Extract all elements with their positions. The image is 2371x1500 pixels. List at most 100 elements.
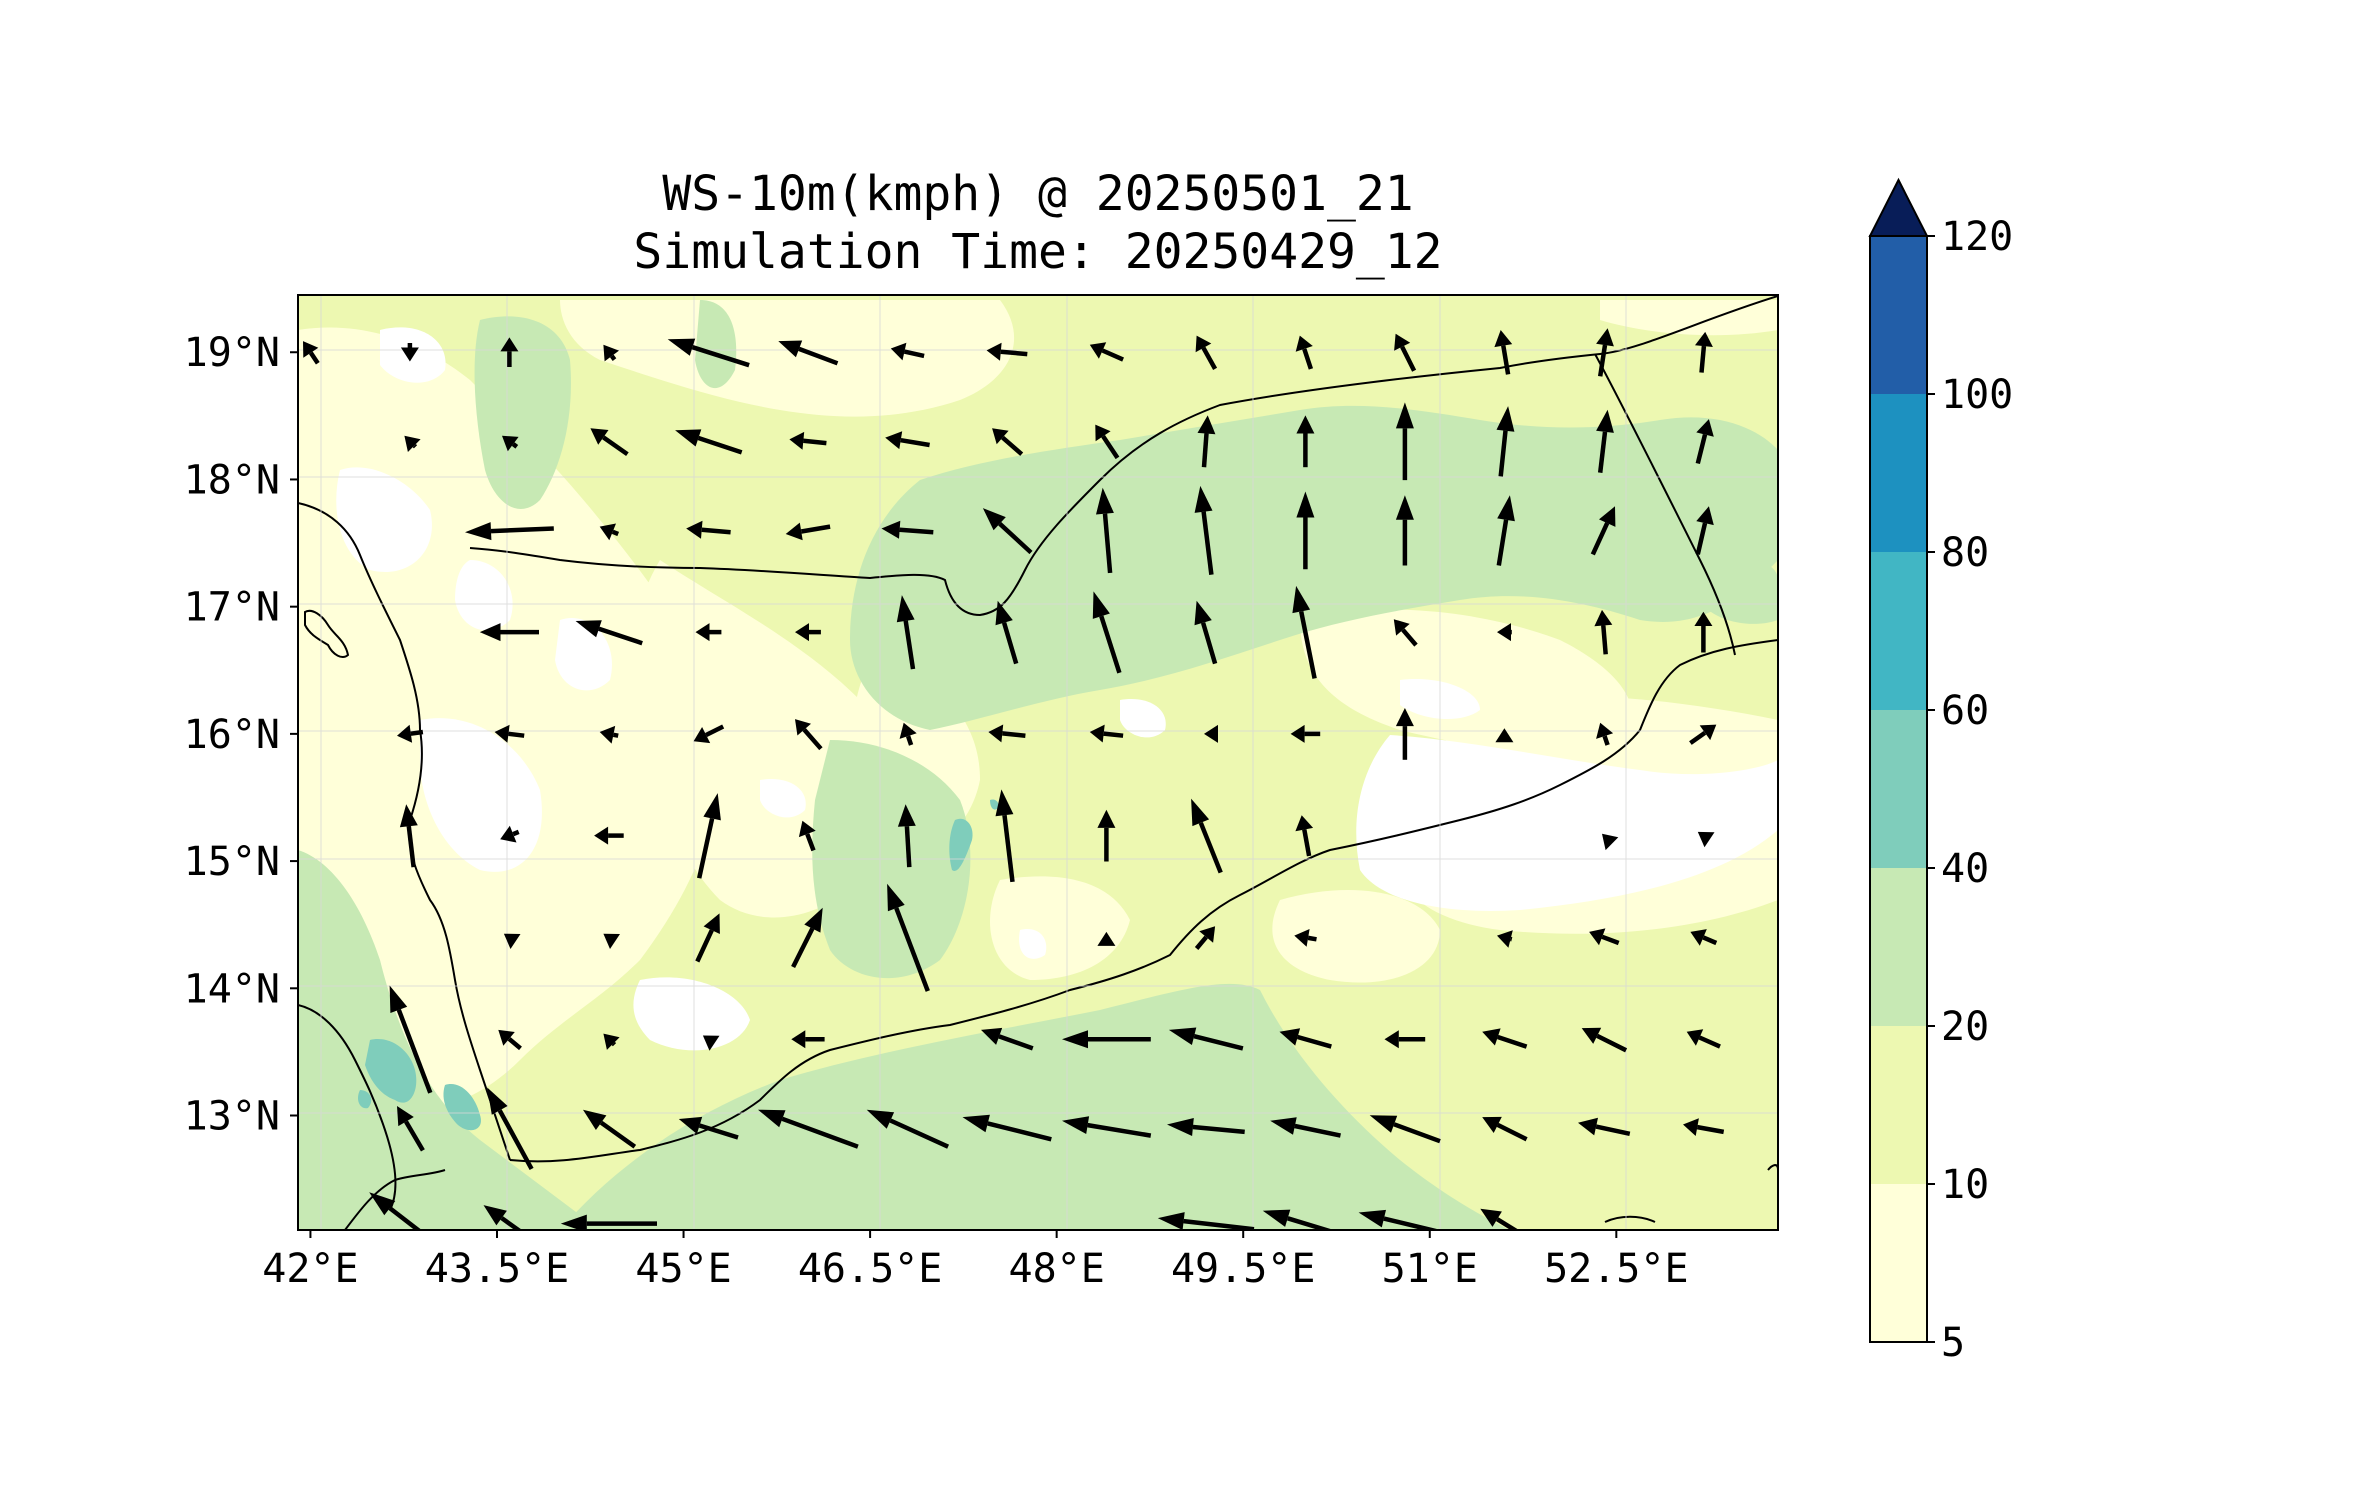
- wind-vector-arrow: [1097, 931, 1116, 946]
- wind-vector-arrow: [1602, 833, 1619, 851]
- colorbar-frame: [1869, 235, 1928, 1343]
- colorbar-segment: [1870, 1026, 1927, 1184]
- colorbar-extend-arrow: [1868, 177, 1929, 237]
- wind-vector-arrow: [583, 1109, 637, 1149]
- y-axis: 13°N 14°N 15°N 16°N 17°N 18°N 19°N: [184, 330, 298, 1140]
- wind-vector-arrow: [1395, 708, 1414, 760]
- wind-vector-arrow: [560, 1214, 657, 1230]
- wind-vector-arrow: [887, 883, 930, 992]
- wind-vector-arrow: [1578, 1117, 1631, 1137]
- wind-vector-arrow: [1496, 495, 1515, 566]
- colorbar-segment: [1870, 868, 1927, 1026]
- wind-vector-arrow: [500, 337, 519, 367]
- wind-vector-arrow: [1168, 1027, 1244, 1051]
- wind-vector-arrow: [791, 907, 823, 969]
- colorbar-segment: [1870, 394, 1927, 552]
- wind-vector-arrow: [1581, 1027, 1628, 1053]
- wind-vector-arrow: [1097, 809, 1116, 862]
- wind-vector-arrow: [995, 789, 1015, 883]
- colorbar-tick-label: 80: [1941, 530, 1989, 576]
- wind-vector-arrow: [1395, 402, 1414, 481]
- wind-vector-arrow: [678, 1116, 739, 1140]
- wind-vector-arrow: [897, 804, 916, 868]
- wind-vector-arrow: [1194, 926, 1216, 950]
- wind-vector-arrow: [686, 520, 731, 539]
- wind-vector-arrow: [1290, 724, 1321, 743]
- wind-vector-arrow: [1095, 424, 1120, 460]
- wind-vector-arrow: [789, 431, 827, 450]
- wind-vector-arrow: [1089, 724, 1124, 743]
- colorbar-tick-label: 20: [1941, 1004, 1989, 1050]
- colorbar-tick-label: 10: [1941, 1162, 1989, 1208]
- yemen-oman-border: [1594, 353, 1736, 656]
- wind-vector-arrow: [1596, 409, 1614, 473]
- wind-vector-arrow: [695, 913, 720, 963]
- y-tick-label: 19°N: [184, 330, 280, 376]
- x-tick-label: 43.5°E: [425, 1246, 570, 1292]
- wind-vector-arrow: [603, 344, 619, 362]
- wind-vector-arrow: [1695, 419, 1714, 465]
- wind-vector-arrow: [667, 338, 750, 368]
- x-axis: 42°E 43.5°E 45°E 46.5°E 48°E 49.5°E 51°E 52.5°E: [262, 1230, 1689, 1292]
- wind-vector-arrow: [1296, 491, 1315, 570]
- wind-vector-arrow: [785, 522, 831, 541]
- wind-vector-arrow: [1497, 623, 1512, 642]
- wind-vector-arrow: [1589, 928, 1620, 946]
- wind-vector-arrow: [890, 342, 925, 361]
- map-subtitle: Simulation Time: 20250429_12: [633, 224, 1442, 280]
- colorbar-segment: [1870, 552, 1927, 710]
- x-tick-label: 51°E: [1382, 1246, 1478, 1292]
- wind-vector-arrow: [397, 724, 424, 743]
- wind-vector-arrow: [675, 429, 743, 455]
- shading-5-10: [298, 300, 1778, 1108]
- wind-vector-arrow: [503, 933, 521, 949]
- wind-vector-arrow: [881, 520, 934, 539]
- colorbar-segment: [1870, 236, 1927, 394]
- wind-vector-arrow: [502, 435, 519, 452]
- wind-vector-arrow: [1394, 333, 1417, 372]
- colorbar: 5 10 20 40 60 80 100 120: [1868, 177, 2013, 1366]
- wind-vector-arrow: [795, 623, 821, 642]
- africa-coastline: [298, 1004, 397, 1211]
- wind-vector-arrow: [1695, 331, 1713, 373]
- wind-vector-arrow: [795, 719, 823, 751]
- wind-vector-arrow: [498, 1029, 522, 1051]
- socotra-outline: [1604, 1215, 1656, 1223]
- wind-vector-arrow: [758, 1109, 859, 1149]
- wind-vector-arrow: [1295, 335, 1314, 370]
- wind-vector-arrow: [1092, 591, 1122, 674]
- wind-vector-arrow: [594, 826, 624, 845]
- wind-vector-arrow: [866, 1109, 950, 1149]
- wind-vector-arrow: [693, 724, 725, 744]
- wind-vector-arrow: [1495, 728, 1514, 743]
- wind-vector-arrow: [1194, 485, 1214, 575]
- wind-vector-arrow: [1596, 328, 1614, 377]
- map-panel: [298, 295, 1778, 1230]
- wind-vector-arrow: [369, 1192, 422, 1230]
- wind-vector-arrow: [697, 793, 721, 879]
- colorbar-segment: [1870, 710, 1927, 868]
- wind-vector-arrow: [603, 933, 620, 949]
- wind-vector-arrow: [1062, 1030, 1151, 1049]
- wind-vector-arrow: [1204, 724, 1218, 743]
- wind-vector-arrow: [303, 341, 320, 365]
- x-tick-label: 48°E: [1008, 1246, 1104, 1292]
- island-outline: [304, 609, 350, 658]
- wind-vector-arrow: [899, 722, 917, 746]
- wind-vector-arrow: [1695, 506, 1714, 555]
- gridlines: [298, 295, 1778, 1230]
- wind-vector-arrow: [1369, 1115, 1441, 1144]
- wind-vector-arrow: [798, 820, 816, 852]
- wind-vector-arrow: [1694, 611, 1713, 653]
- wind-vector-arrow: [988, 724, 1026, 743]
- wind-vector-arrow: [896, 595, 916, 670]
- wind-vector-arrow: [1594, 609, 1613, 655]
- wind-vector-arrow: [982, 508, 1033, 555]
- wind-vector-arrow: [494, 724, 525, 743]
- map-frame: [297, 294, 1779, 1231]
- x-tick-label: 52.5°E: [1544, 1246, 1689, 1292]
- colorbar-tick-label: 40: [1941, 846, 1989, 892]
- wind-vector-arrow: [1689, 724, 1717, 745]
- wind-vector-arrow: [575, 620, 643, 646]
- wind-vector-arrow: [981, 1027, 1034, 1051]
